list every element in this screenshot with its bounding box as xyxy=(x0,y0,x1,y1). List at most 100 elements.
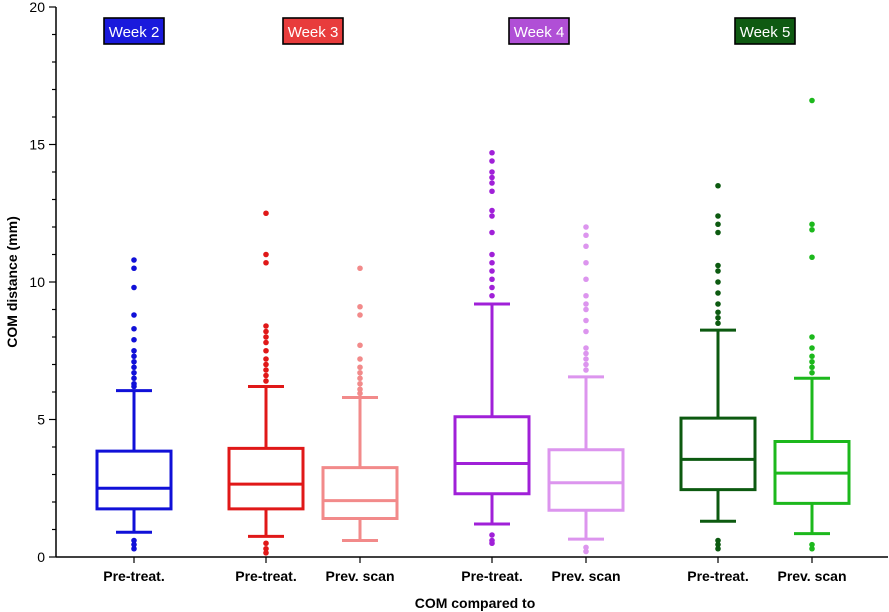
week-label-text: Week 2 xyxy=(109,24,160,41)
outlier-point xyxy=(489,213,495,219)
outlier-point xyxy=(263,550,269,556)
outlier-point xyxy=(357,364,363,371)
outlier-point xyxy=(131,325,137,332)
week-label-4: Week 4 xyxy=(508,17,570,45)
outlier-point xyxy=(263,339,269,346)
outlier-point xyxy=(809,334,815,340)
outlier-point xyxy=(715,541,721,548)
outlier-point xyxy=(263,361,269,368)
week-label-box xyxy=(282,17,344,45)
outlier-point xyxy=(809,254,815,261)
y-axis-title: COM distance (mm) xyxy=(4,216,20,347)
outlier-point xyxy=(357,356,363,362)
outlier-point xyxy=(583,301,589,307)
week-label-box xyxy=(508,17,570,45)
outlier-point xyxy=(489,169,495,175)
outlier-point xyxy=(489,259,495,266)
outlier-point xyxy=(583,367,589,373)
box-iqr xyxy=(95,449,173,511)
outlier-point xyxy=(489,158,495,164)
outlier-point xyxy=(715,537,721,544)
category-label: Prev. scan xyxy=(777,568,846,584)
outlier-point xyxy=(489,180,495,186)
box-iqr xyxy=(547,448,625,512)
outlier-point xyxy=(131,265,137,272)
outlier-point xyxy=(583,224,589,230)
outlier-point xyxy=(263,328,269,335)
outlier-point xyxy=(489,207,495,214)
outlier-point xyxy=(489,292,495,299)
outlier-point xyxy=(131,284,137,291)
outlier-point xyxy=(583,544,589,551)
outlier-point xyxy=(583,328,589,335)
outlier-point xyxy=(809,358,815,365)
outlier-point xyxy=(715,309,721,316)
category-label: Pre-treat. xyxy=(235,568,296,584)
outlier-point xyxy=(809,541,815,548)
week-label-box xyxy=(103,17,165,45)
outlier-point xyxy=(583,361,589,368)
outlier-point xyxy=(131,336,137,343)
box-iqr xyxy=(321,466,399,520)
outlier-point xyxy=(715,320,721,327)
x-axis-title: COM compared to xyxy=(415,595,536,611)
outlier-point xyxy=(131,369,137,376)
outlier-point xyxy=(715,290,721,296)
outlier-point xyxy=(131,364,137,371)
outlier-point xyxy=(357,390,363,397)
outlier-point xyxy=(131,312,137,318)
outlier-point xyxy=(357,369,363,376)
y-tick-label: 20 xyxy=(29,0,45,15)
outlier-point xyxy=(715,301,721,307)
outlier-point xyxy=(489,268,495,274)
box-4 xyxy=(453,149,531,547)
outlier-point xyxy=(489,537,495,544)
outlier-point xyxy=(263,378,269,384)
outlier-point xyxy=(131,541,137,548)
outlier-point xyxy=(131,257,137,263)
outlier-point xyxy=(715,314,721,321)
outlier-point xyxy=(263,347,269,354)
outlier-point xyxy=(131,380,137,387)
week-label-3: Week 3 xyxy=(282,17,344,45)
outlier-point xyxy=(263,367,269,373)
outlier-point xyxy=(263,372,269,379)
outlier-point xyxy=(583,345,589,351)
week-label-text: Week 5 xyxy=(740,24,791,41)
week-label-5: Week 5 xyxy=(734,17,796,45)
category-label: Pre-treat. xyxy=(461,568,522,584)
outlier-point xyxy=(131,375,137,382)
outlier-point xyxy=(489,188,495,195)
outlier-point xyxy=(263,210,269,217)
week-labels: Week 2 Week 3 Week 4 Week 5 xyxy=(103,17,796,45)
box-iqr xyxy=(227,446,305,511)
outlier-point xyxy=(489,251,495,258)
outlier-point xyxy=(357,312,363,318)
outlier-point xyxy=(809,369,815,376)
outlier-point xyxy=(583,243,589,250)
box-6 xyxy=(679,182,757,552)
boxes xyxy=(95,97,851,556)
box-iqr xyxy=(453,415,531,496)
outlier-point xyxy=(263,540,269,547)
category-label: Prev. scan xyxy=(551,568,620,584)
outlier-point xyxy=(809,545,815,552)
outlier-point xyxy=(583,292,589,299)
week-label-2: Week 2 xyxy=(103,17,165,45)
box-1 xyxy=(95,257,173,552)
outlier-point xyxy=(131,545,137,552)
outlier-point xyxy=(263,259,269,266)
box-iqr xyxy=(679,416,757,492)
outlier-point xyxy=(715,221,721,228)
outlier-point xyxy=(583,317,589,324)
outlier-point xyxy=(583,232,589,239)
category-label: Pre-treat. xyxy=(103,568,164,584)
outlier-point xyxy=(263,323,269,329)
outlier-point xyxy=(489,532,495,538)
outlier-point xyxy=(357,342,363,349)
outlier-point xyxy=(715,262,721,269)
outlier-point xyxy=(583,548,589,555)
week-label-text: Week 4 xyxy=(514,24,565,41)
box-5 xyxy=(547,224,625,555)
